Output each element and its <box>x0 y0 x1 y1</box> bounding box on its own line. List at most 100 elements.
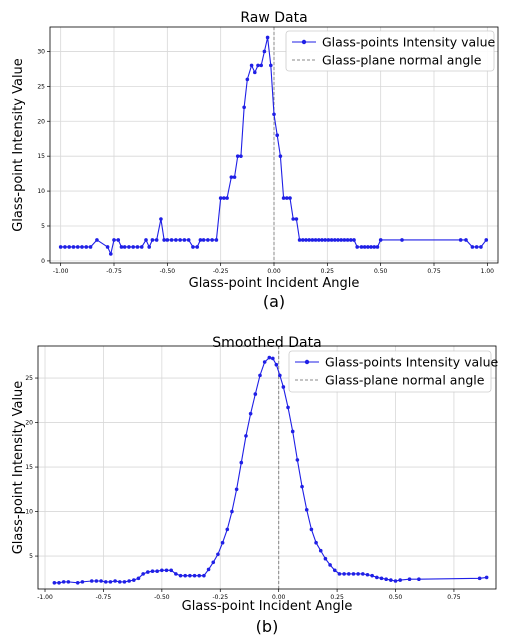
data-point <box>191 245 195 249</box>
y-tick-label: 20 <box>25 420 33 427</box>
x-axis-label: Glass-point Incident Angle <box>182 599 353 614</box>
data-point <box>245 77 250 82</box>
x-tick-label: 0.00 <box>272 594 286 601</box>
data-point <box>370 573 374 578</box>
data-point <box>211 560 216 565</box>
data-point <box>103 580 108 584</box>
data-point <box>265 35 270 40</box>
x-tick-label: 0.75 <box>447 594 461 601</box>
data-point <box>75 580 80 585</box>
data-point <box>398 578 402 582</box>
data-point <box>301 238 305 242</box>
legend: Glass-points Intensity value Glass-plane … <box>285 30 496 72</box>
data-point <box>366 245 370 249</box>
data-point <box>355 245 360 249</box>
data-point <box>159 217 163 221</box>
data-point <box>222 196 226 200</box>
data-point <box>262 360 267 364</box>
data-point <box>131 245 135 249</box>
data-point <box>297 238 302 242</box>
x-tick-label: 1.00 <box>481 268 495 275</box>
data-point <box>256 63 260 68</box>
data-point <box>108 580 113 584</box>
data-point <box>484 575 489 580</box>
x-tick-label: -0.75 <box>96 594 112 601</box>
data-point <box>198 238 203 242</box>
data-point <box>84 245 89 249</box>
data-point <box>214 238 219 242</box>
data-point <box>57 580 61 585</box>
y-tick-label: 25 <box>25 375 33 382</box>
data-point <box>144 238 148 242</box>
y-tick-label: 5 <box>29 553 33 560</box>
data-point <box>337 572 342 576</box>
x-axis-label: Glass-point Incident Angle <box>189 276 360 291</box>
data-point <box>225 196 229 200</box>
x-tick-label: -0.75 <box>106 268 122 275</box>
data-point <box>275 133 280 138</box>
data-point <box>188 573 192 578</box>
data-point <box>63 245 67 249</box>
data-point <box>244 434 248 438</box>
data-point <box>317 238 321 242</box>
data-point <box>352 238 356 242</box>
legend-label: Glass-points Intensity value <box>322 35 496 50</box>
data-point <box>248 411 253 416</box>
data-point <box>127 245 131 249</box>
data-point <box>336 238 340 242</box>
data-point <box>278 373 282 378</box>
data-point <box>361 572 365 576</box>
data-point <box>122 580 127 584</box>
data-point <box>230 509 234 514</box>
data-point <box>281 196 286 200</box>
data-point <box>281 385 286 389</box>
data-point <box>94 579 99 583</box>
data-point <box>109 252 113 256</box>
data-point <box>314 540 318 545</box>
data-point <box>389 578 393 582</box>
legend-box <box>285 30 495 72</box>
data-point <box>328 563 332 567</box>
data-point <box>232 175 237 179</box>
data-point <box>375 575 379 580</box>
x-tick-label: 0.50 <box>374 268 388 275</box>
data-point <box>202 573 206 578</box>
data-point <box>192 573 197 578</box>
data-point <box>346 572 351 576</box>
data-point <box>229 175 234 179</box>
data-point <box>242 105 246 110</box>
data-point <box>80 580 85 584</box>
y-tick-label: 15 <box>25 464 33 471</box>
legend: Glass-points Intensity value Glass-plane … <box>288 350 499 393</box>
data-point <box>218 196 223 200</box>
data-point <box>174 238 178 242</box>
chart-panel-smoothed: -1.00 -0.75 -0.50 -0.25 0.00 0.25 0.50 0.75 5 10 1… <box>11 335 499 636</box>
data-point <box>407 577 412 582</box>
data-point <box>58 245 63 249</box>
panel-caption: (a) <box>263 292 285 311</box>
data-point <box>139 245 144 249</box>
plot-frame <box>37 345 497 590</box>
x-tick-label: -0.50 <box>160 268 176 275</box>
data-point <box>356 572 360 576</box>
data-point <box>262 49 267 54</box>
data-point <box>80 245 84 249</box>
data-point <box>88 245 93 249</box>
data-point <box>342 572 346 576</box>
data-point <box>135 245 140 249</box>
data-point <box>318 548 323 553</box>
data-point <box>291 217 296 221</box>
data-point <box>186 238 191 242</box>
y-tick-label: 30 <box>37 48 45 55</box>
data-point <box>310 238 315 242</box>
data-point <box>150 569 155 573</box>
data-point <box>147 245 151 249</box>
data-point <box>272 112 276 117</box>
legend-marker <box>301 39 307 45</box>
y-tick-label: 20 <box>37 118 45 125</box>
data-point <box>210 238 214 242</box>
data-point <box>146 570 150 574</box>
y-tick-label: 10 <box>25 509 33 516</box>
y-tick-label: 5 <box>41 223 45 230</box>
